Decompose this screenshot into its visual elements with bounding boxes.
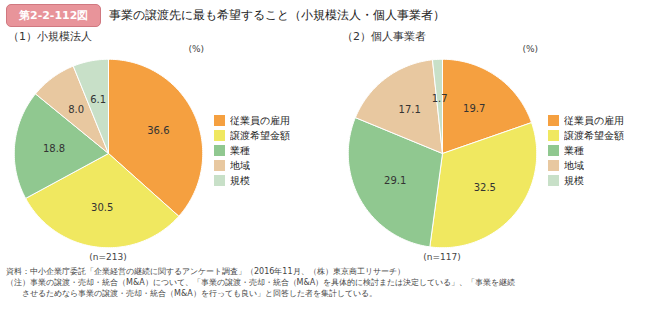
html-text:させるためなら事業の譲渡・売却・統合（M&A）を行っても良い: させるためなら事業の譲渡・売却・統合（M&A）を行っても良い」と回答した者を集計… (6, 289, 377, 298)
svg-text:8.0: 8.0 (68, 104, 84, 115)
html-text:(n=213): (n=213) (89, 252, 127, 262)
svg-text:36.6: 36.6 (147, 125, 169, 136)
svg-text:19.7: 19.7 (463, 103, 485, 114)
html-text:譲渡希望金額: 譲渡希望金額 (230, 129, 290, 141)
html-text:（2）個人事業者: （2）個人事業者 (342, 30, 426, 43)
html-text:第2-2-112図: 第2-2-112図 (19, 8, 89, 22)
svg-text:6.1: 6.1 (90, 94, 106, 105)
html-text:(n=117): (n=117) (423, 252, 461, 262)
svg-text:18.8: 18.8 (43, 143, 65, 154)
html-text:（注）事業の譲渡・売却・統合（M&A）について、「事業の譲渡: （注）事業の譲渡・売却・統合（M&A）について、「事業の譲渡・売却・統合（M&A… (6, 278, 516, 287)
html-text:規模: 規模 (230, 174, 250, 186)
html-text:地域: 地域 (564, 159, 584, 171)
svg-text:29.1: 29.1 (384, 175, 406, 186)
html-text:譲渡希望金額: 譲渡希望金額 (564, 129, 624, 141)
svg-text:1.7: 1.7 (432, 93, 448, 104)
html-text:従業員の雇用: 従業員の雇用 (230, 114, 290, 126)
svg-text:32.5: 32.5 (474, 182, 496, 193)
html-text:規模: 規模 (564, 174, 584, 186)
svg-text:30.5: 30.5 (91, 202, 113, 213)
html-text:地域: 地域 (230, 159, 250, 171)
html-text:（1）小規模法人: （1）小規模法人 (8, 30, 92, 43)
svg-text:17.1: 17.1 (399, 104, 421, 115)
html-text:業種: 業種 (230, 144, 250, 156)
html-text:業種: 業種 (564, 144, 584, 156)
html-text:資料：中小企業庁委託「企業経営の継続に関するアンケート調査」: 資料：中小企業庁委託「企業経営の継続に関するアンケート調査」（2016年11月、… (6, 267, 405, 276)
html-text:従業員の雇用: 従業員の雇用 (564, 114, 624, 126)
html-text:事業の譲渡先に最も希望すること（小規模法人・個人事業者）: 事業の譲渡先に最も希望すること（小規模法人・個人事業者） (109, 7, 446, 22)
